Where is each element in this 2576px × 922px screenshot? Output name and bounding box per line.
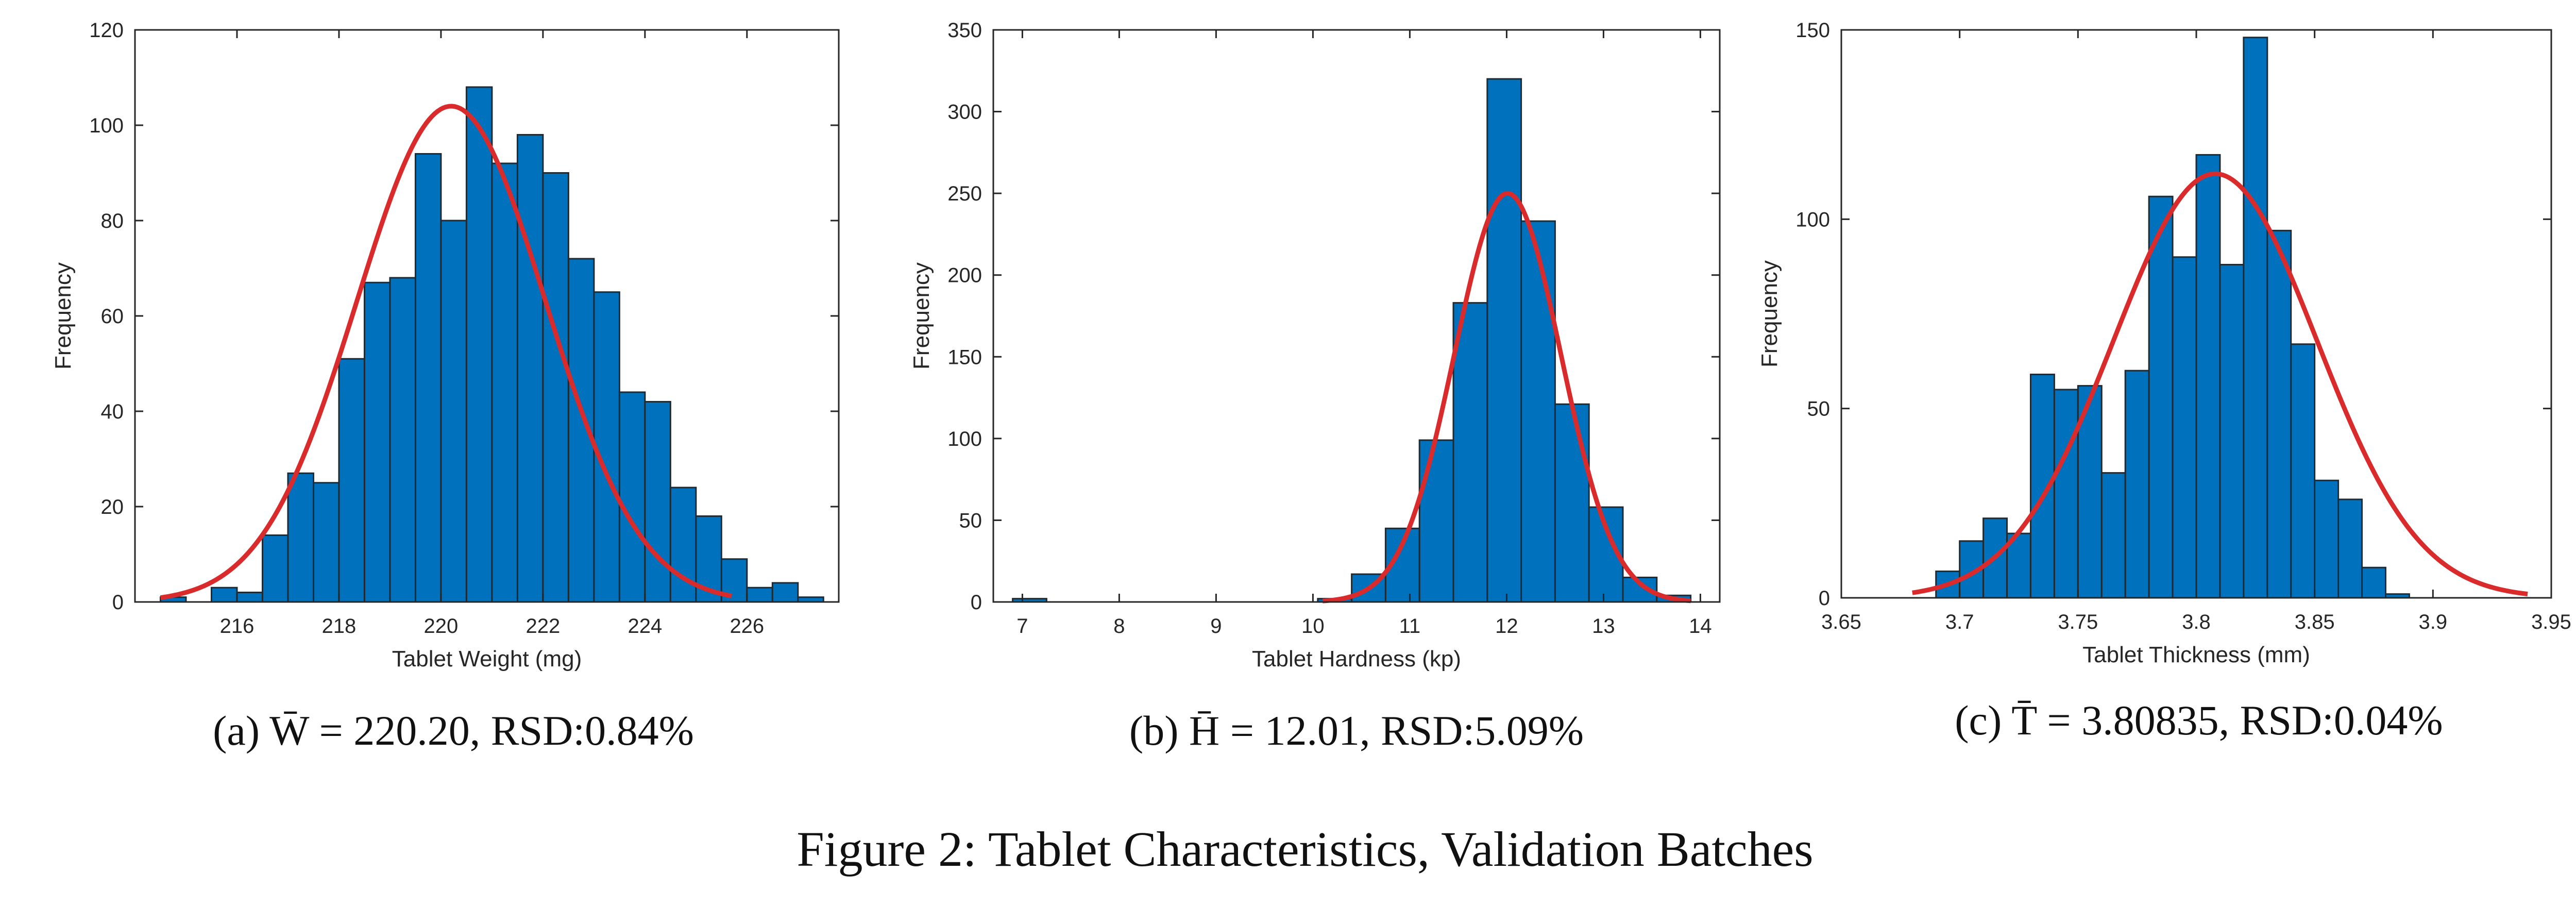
histogram-bar (312, 482, 340, 603)
y-tick-label: 100 (89, 114, 124, 137)
histogram-panel-2: 7 8 9 10 11 12 13 14 0 50 100 150 200 250 300 350 Tablet… (909, 19, 1721, 754)
histogram-bar (771, 582, 799, 603)
y-tick-label: 150 (947, 346, 982, 368)
histogram-bar (1418, 439, 1454, 603)
histogram-bar (2290, 343, 2316, 599)
histogram-bar (2148, 195, 2174, 599)
x-tick-label: 3.7 (1945, 611, 1974, 633)
x-tick-label: 11 (1399, 615, 1421, 638)
y-tick-label: 120 (89, 19, 124, 42)
histogram-bar (644, 401, 671, 603)
x-tick-label: 9 (1210, 615, 1222, 638)
y-tick-label: 80 (101, 210, 124, 232)
x-tick-label: 3.75 (2058, 611, 2098, 633)
x-tick-label: 3.95 (2531, 611, 2571, 633)
y-tick-label: 250 (947, 182, 982, 205)
histogram-bar (2195, 154, 2221, 599)
histogram-bar (618, 391, 646, 603)
normal-fit-curve (1912, 171, 2528, 597)
histogram-bar (389, 277, 416, 603)
histogram-bar (593, 291, 620, 603)
x-tick-label: 12 (1495, 615, 1518, 638)
histogram-bar (1452, 302, 1488, 603)
x-axis-label: Tablet Weight (mg) (392, 646, 582, 672)
histogram-bar (287, 472, 314, 603)
y-tick-label: 60 (101, 305, 124, 328)
y-axis-label: Frequency (1757, 260, 1782, 367)
y-tick-label: 350 (947, 19, 982, 42)
histogram-bar (2337, 498, 2363, 599)
histogram-bar (2053, 389, 2079, 599)
histogram-bar (338, 358, 365, 603)
histogram-panel-1: 216 218 220 222 224 226 0 20 40 60 80 100 120 Tablet … (50, 19, 840, 754)
x-tick-label: 218 (322, 615, 357, 638)
histogram-bar (1520, 220, 1556, 603)
y-tick-label: 20 (101, 496, 124, 518)
normal-fit-curve (160, 104, 732, 600)
x-tick-label: 13 (1592, 615, 1615, 638)
histogram-bar (261, 534, 289, 603)
histogram-bar (2172, 256, 2197, 599)
x-tick-label: 222 (526, 615, 561, 638)
histogram-bar (440, 220, 467, 603)
histogram-bar (2243, 37, 2268, 599)
y-tick-label: 40 (101, 400, 124, 423)
histogram-bar (363, 281, 391, 603)
histogram-panel-3: 3.65 3.7 3.75 3.8 3.85 3.9 3.95 0 50 100 150 Tablet… (1757, 19, 2571, 744)
y-tick-label: 300 (947, 101, 982, 124)
x-tick-label: 220 (424, 615, 459, 638)
subcaption: (a) W̄ = 220.20, RSD:0.84% (213, 707, 694, 754)
y-tick-label: 0 (1819, 587, 1830, 610)
x-tick-label: 3.8 (2182, 611, 2211, 633)
y-tick-label: 50 (1807, 398, 1831, 421)
y-tick-label: 150 (1795, 19, 1830, 42)
histogram-bar (491, 162, 518, 603)
y-tick-label: 0 (971, 591, 982, 614)
x-tick-label: 3.9 (2419, 611, 2448, 633)
x-axis-label: Tablet Thickness (mm) (2082, 642, 2310, 667)
histogram-bar (746, 586, 773, 603)
x-tick-label: 224 (628, 615, 662, 638)
x-tick-label: 8 (1113, 615, 1125, 638)
histogram-bar (2361, 566, 2386, 599)
x-tick-label: 7 (1016, 615, 1028, 638)
histogram-bar (2124, 370, 2150, 599)
y-axis-label: Frequency (50, 262, 76, 370)
x-tick-label: 10 (1301, 615, 1325, 638)
histogram-bar (465, 86, 493, 603)
x-tick-label: 14 (1689, 615, 1712, 638)
histogram-bar (542, 172, 569, 603)
histogram-bar (2314, 479, 2340, 599)
y-tick-label: 100 (1795, 208, 1830, 231)
subcaption: (b) H̄ = 12.01, RSD:5.09% (1129, 707, 1584, 754)
histogram-bar (414, 153, 442, 603)
histogram-bar (1554, 403, 1590, 603)
histogram-bar (2219, 263, 2245, 599)
histogram-bar (2100, 472, 2126, 599)
x-tick-label: 3.65 (1821, 611, 1861, 633)
x-axis-label: Tablet Hardness (kp) (1252, 646, 1461, 672)
y-axis-label: Frequency (909, 262, 934, 370)
figure-caption: Figure 2: Tablet Characteristics, Valida… (796, 822, 1813, 877)
y-tick-label: 0 (112, 591, 124, 614)
y-tick-label: 50 (959, 509, 982, 532)
x-tick-label: 3.85 (2295, 611, 2335, 633)
histogram-bar (210, 586, 238, 603)
y-tick-label: 100 (947, 428, 982, 450)
histogram-bar (2266, 229, 2292, 599)
subcaption: (c) T̄ = 3.80835, RSD:0.04% (1955, 697, 2443, 744)
histogram-bar (516, 134, 544, 603)
y-tick-label: 200 (947, 264, 982, 287)
histogram-bar (236, 592, 263, 603)
x-tick-label: 226 (730, 615, 764, 638)
normal-fit-curve (1322, 191, 1691, 604)
histogram-bar (1486, 78, 1522, 603)
x-tick-label: 216 (220, 615, 255, 638)
axes-frame (992, 29, 1721, 603)
